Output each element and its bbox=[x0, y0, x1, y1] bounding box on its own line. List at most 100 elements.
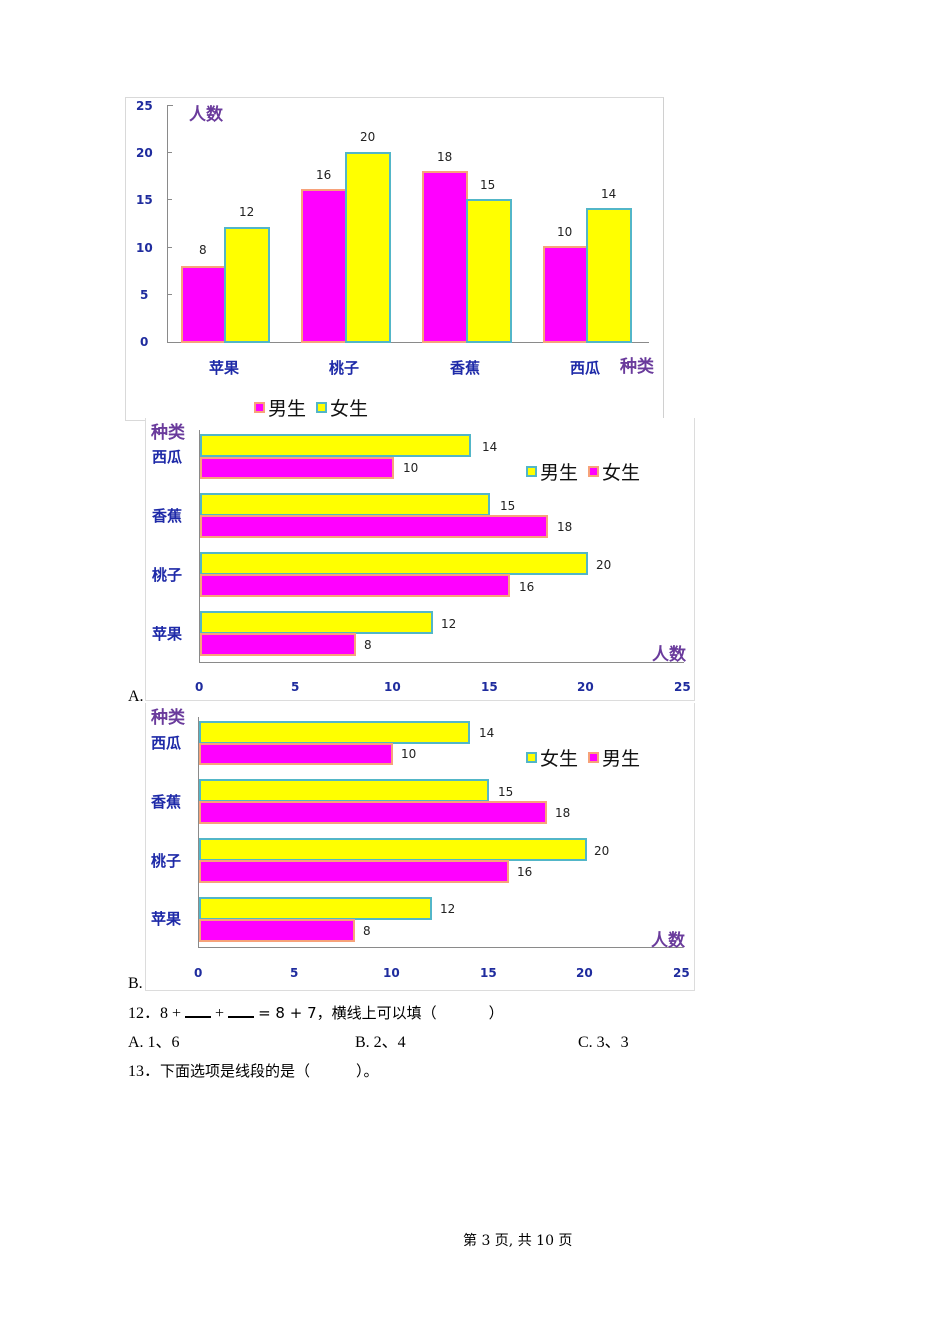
y-axis bbox=[199, 430, 200, 662]
x-tick: 25 bbox=[673, 966, 690, 980]
x-tick: 0 bbox=[195, 680, 204, 694]
paren-close: ）。 bbox=[356, 1062, 379, 1080]
legend: 男生 女生 bbox=[526, 458, 640, 485]
horizontal-bar-chart-option-b[interactable]: 种类 西瓜 香蕉 桃子 苹果 14 10 15 18 20 16 12 8 人数… bbox=[145, 703, 695, 991]
x-axis-title: 种类 bbox=[620, 357, 654, 377]
answer-blank-2[interactable] bbox=[228, 1004, 255, 1018]
bar-yellow-watermelon bbox=[199, 721, 470, 744]
value-label: 16 bbox=[316, 168, 332, 182]
answer-blank-1[interactable] bbox=[185, 1004, 212, 1018]
choice-a[interactable]: A. 1、6 bbox=[128, 1034, 180, 1051]
x-tick: 20 bbox=[576, 966, 593, 980]
value-label: 15 bbox=[498, 785, 514, 799]
value-label: 15 bbox=[480, 178, 496, 192]
bar-magenta-apple bbox=[200, 633, 356, 656]
bar-magenta-watermelon bbox=[200, 457, 394, 479]
y-axis bbox=[198, 717, 199, 947]
category-label: 苹果 bbox=[151, 910, 182, 928]
y-tick: 0 bbox=[140, 335, 149, 349]
y-axis-tick bbox=[167, 247, 172, 248]
y-axis-tick bbox=[167, 152, 172, 153]
expression-start: 8 + bbox=[160, 1005, 182, 1022]
option-a-label: A. bbox=[128, 688, 144, 705]
option-b-label: B. bbox=[128, 975, 143, 992]
value-label: 16 bbox=[519, 580, 535, 594]
value-label: 15 bbox=[500, 499, 516, 513]
bar-yellow-peach bbox=[199, 838, 587, 861]
question-12: 12． 8 + + = 8 + 7，横线上可以填（ ） bbox=[128, 999, 504, 1023]
bar-male-watermelon bbox=[543, 246, 589, 343]
legend-swatch-yellow bbox=[526, 466, 537, 477]
y-axis-tick bbox=[167, 199, 172, 200]
y-tick: 20 bbox=[136, 146, 153, 160]
question-text: 下面选项是线段的是（ bbox=[160, 1062, 311, 1080]
y-tick: 15 bbox=[136, 193, 153, 207]
y-axis-title: 人数 bbox=[189, 105, 223, 125]
legend-label: 男生 bbox=[540, 462, 579, 484]
y-axis-title: 种类 bbox=[151, 423, 185, 443]
y-axis-title: 种类 bbox=[151, 708, 185, 728]
choice-b[interactable]: B. 2、4 bbox=[355, 1034, 406, 1051]
choice-c[interactable]: C. 3、3 bbox=[578, 1034, 629, 1051]
value-label: 20 bbox=[594, 844, 610, 858]
bar-yellow-apple bbox=[199, 897, 432, 920]
paren-close: ） bbox=[488, 1004, 504, 1022]
expression-end: = 8 + 7，横线上可以填（ bbox=[258, 1004, 437, 1022]
legend-label: 女生 bbox=[540, 748, 579, 770]
bar-yellow-banana bbox=[200, 493, 490, 516]
legend-swatch-yellow bbox=[526, 752, 537, 763]
value-label: 10 bbox=[557, 225, 573, 239]
bar-male-apple bbox=[181, 266, 226, 343]
bar-magenta-apple bbox=[199, 919, 355, 942]
y-tick: 10 bbox=[136, 241, 153, 255]
category-label: 桃子 bbox=[151, 852, 182, 870]
category-label: 西瓜 bbox=[570, 359, 601, 377]
legend-label: 女生 bbox=[330, 398, 369, 420]
category-label: 西瓜 bbox=[152, 448, 183, 466]
bar-female-watermelon bbox=[586, 208, 632, 343]
bar-magenta-peach bbox=[199, 860, 509, 883]
legend: 男生 女生 bbox=[254, 394, 368, 421]
horizontal-bar-chart-option-a[interactable]: 种类 西瓜 香蕉 桃子 苹果 14 10 15 18 20 16 12 8 人数… bbox=[145, 418, 695, 701]
bar-yellow-banana bbox=[199, 779, 489, 802]
category-label: 桃子 bbox=[152, 566, 183, 584]
value-label: 14 bbox=[482, 440, 498, 454]
x-tick: 10 bbox=[384, 680, 401, 694]
legend-swatch-magenta bbox=[588, 752, 600, 763]
value-label: 10 bbox=[401, 747, 417, 761]
y-tick: 25 bbox=[136, 99, 153, 113]
question-13: 13． 下面选项是线段的是（ ）。 bbox=[128, 1057, 379, 1081]
legend: 女生 男生 bbox=[526, 744, 640, 771]
x-tick: 15 bbox=[481, 680, 498, 694]
bar-yellow-apple bbox=[200, 611, 433, 634]
value-label: 12 bbox=[441, 617, 457, 631]
bar-yellow-peach bbox=[200, 552, 588, 575]
y-axis-tick bbox=[167, 294, 172, 295]
legend-label: 男生 bbox=[268, 398, 307, 420]
x-tick: 5 bbox=[290, 966, 299, 980]
x-tick: 15 bbox=[480, 966, 497, 980]
bar-female-apple bbox=[224, 227, 270, 343]
value-label: 16 bbox=[517, 865, 533, 879]
vertical-bar-chart: 人数 25 20 15 10 5 0 8 12 16 20 18 15 10 1… bbox=[125, 97, 664, 421]
category-label: 苹果 bbox=[209, 359, 240, 377]
value-label: 18 bbox=[557, 520, 573, 534]
value-label: 10 bbox=[403, 461, 419, 475]
bar-magenta-banana bbox=[199, 801, 547, 824]
category-label: 香蕉 bbox=[151, 793, 182, 811]
bar-magenta-banana bbox=[200, 515, 548, 538]
bar-female-peach bbox=[345, 152, 391, 343]
legend-swatch-magenta bbox=[588, 466, 600, 477]
category-label: 西瓜 bbox=[151, 734, 182, 752]
x-axis-title: 人数 bbox=[652, 645, 686, 665]
y-axis bbox=[167, 105, 168, 343]
category-label: 桃子 bbox=[329, 359, 360, 377]
x-tick: 10 bbox=[383, 966, 400, 980]
value-label: 20 bbox=[360, 130, 376, 144]
value-label: 8 bbox=[364, 638, 372, 652]
legend-swatch-female bbox=[316, 402, 328, 413]
value-label: 18 bbox=[437, 150, 453, 164]
bar-yellow-watermelon bbox=[200, 434, 471, 457]
bar-male-banana bbox=[422, 171, 468, 343]
bar-magenta-peach bbox=[200, 574, 510, 597]
